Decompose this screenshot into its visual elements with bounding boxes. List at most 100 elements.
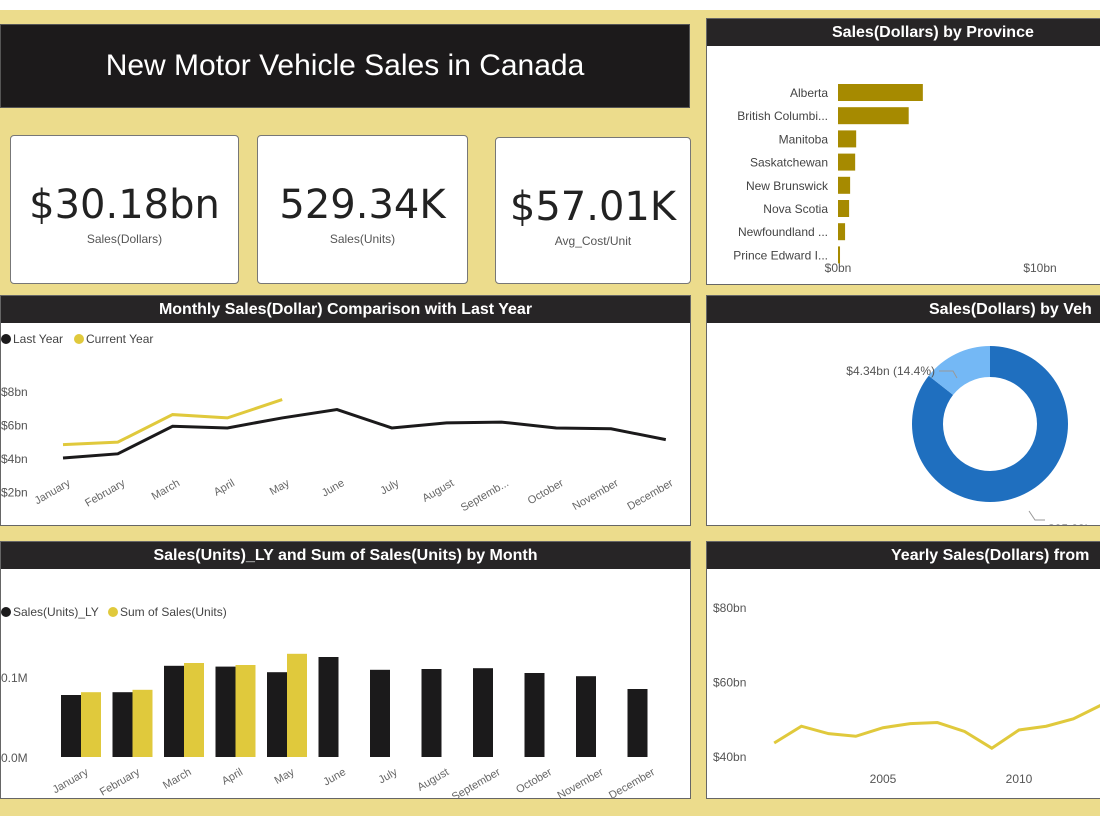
y-tick-label: $4bn <box>1 452 28 466</box>
legend-label: Current Year <box>86 332 153 346</box>
current-year-bar <box>235 665 256 757</box>
last-year-bar <box>627 689 648 757</box>
x-tick-label: $0bn <box>825 261 852 275</box>
province-bar <box>838 130 857 148</box>
province-bar-chart: Alberta British Columbi... Manitoba Saskatc… <box>733 84 1057 275</box>
last-year-bar <box>421 669 442 757</box>
x-tick-label: May <box>273 766 297 787</box>
last-year-bar <box>318 657 339 757</box>
legend-marker <box>108 607 118 617</box>
x-tick-label: February <box>98 766 143 799</box>
x-tick-label: June <box>320 477 347 499</box>
y-tick-label: $40bn <box>713 750 746 764</box>
province-chart-panel[interactable]: Sales(Dollars) by Province Alberta Britis… <box>706 18 1100 285</box>
legend-marker <box>1 334 11 344</box>
x-tick-label: December <box>625 477 675 513</box>
last-year-bar <box>164 665 184 757</box>
category-label: Prince Edward I... <box>733 248 828 262</box>
x-tick-label: 2005 <box>870 772 897 786</box>
kpi-label: Sales(Dollars) <box>86 232 163 246</box>
x-tick-label: 2010 <box>1006 772 1033 786</box>
kpi-card-sales-dollars[interactable]: $30.18bn Sales(Dollars) <box>10 135 239 284</box>
category-label: Nova Scotia <box>763 202 828 216</box>
kpi-label: Sales(Units) <box>329 232 396 246</box>
x-tick-label: March <box>161 766 193 792</box>
x-tick-label: June <box>321 766 348 788</box>
kpi-card-avg-cost[interactable]: $57.01K Avg_Cost/Unit <box>495 137 691 284</box>
monthly-chart-panel[interactable]: Monthly Sales(Dollar) Comparison with La… <box>0 295 691 526</box>
last-year-bar <box>61 695 81 757</box>
y-tick-label: 0.0M <box>1 751 28 765</box>
category-label: Manitoba <box>779 132 829 146</box>
x-tick-label: July <box>378 477 401 497</box>
x-tick-label: September <box>450 766 503 799</box>
province-bar <box>838 223 846 241</box>
panel-title: Sales(Dollars) by Province <box>707 19 1100 46</box>
panel-title: Monthly Sales(Dollar) Comparison with La… <box>1 296 690 323</box>
x-tick-label: April <box>212 477 237 498</box>
category-label: British Columbi... <box>737 109 828 123</box>
last-year-bar <box>112 692 133 757</box>
y-tick-label: $60bn <box>713 676 746 690</box>
legend-marker <box>74 334 84 344</box>
last-year-bar <box>524 673 545 757</box>
x-tick-label: October <box>514 766 554 796</box>
x-tick-label: February <box>83 477 128 510</box>
x-tick-label: January <box>51 766 91 796</box>
current-year-bar <box>287 653 307 757</box>
series-line-current-year <box>62 398 283 447</box>
province-bar <box>838 153 856 171</box>
x-tick-label: July <box>377 766 400 786</box>
y-tick-label: $8bn <box>1 385 28 399</box>
x-tick-label: March <box>150 477 182 503</box>
y-tick-label: $2bn <box>1 485 28 499</box>
x-tick-label: November <box>571 477 621 513</box>
leader-line <box>1028 510 1045 521</box>
last-year-bar <box>370 669 390 757</box>
current-year-bar <box>132 689 153 757</box>
units-chart-panel[interactable]: Sales(Units)_LY and Sum of Sales(Units) … <box>0 541 691 799</box>
last-year-bar <box>215 666 236 757</box>
leader-line <box>939 370 958 379</box>
x-tick-label: $10bn <box>1023 261 1056 275</box>
province-bar <box>838 176 851 194</box>
donut-slice <box>928 346 990 395</box>
province-bar <box>838 84 923 101</box>
series-line-last-year <box>62 408 667 460</box>
last-year-bar <box>473 668 493 757</box>
x-tick-label: April <box>220 766 245 787</box>
category-label: Alberta <box>790 86 828 100</box>
x-tick-label: August <box>415 766 451 794</box>
yearly-sales-line <box>773 704 1100 750</box>
x-tick-label: November <box>556 766 606 799</box>
page-title: New Motor Vehicle Sales in Canada <box>0 24 690 108</box>
vehicle-chart-panel[interactable]: Sales(Dollars) by Veh $4.34bn (14.4%) $25… <box>706 295 1100 526</box>
panel-title: Yearly Sales(Dollars) from <box>707 542 1100 569</box>
category-label: Saskatchewan <box>750 156 828 170</box>
x-tick-label: October <box>526 477 566 507</box>
monthly-line-chart: Last Year Current Year $8bn $6bn $4bn $2bn Jan… <box>1 332 676 514</box>
vehicle-donut-chart: $4.34bn (14.4%) $25.83bn <box>846 346 1098 526</box>
legend-marker <box>1 607 11 617</box>
panel-title: Sales(Units)_LY and Sum of Sales(Units) … <box>1 542 690 569</box>
province-bar <box>838 200 850 217</box>
category-label: New Brunswick <box>746 179 829 193</box>
yearly-chart-panel[interactable]: Yearly Sales(Dollars) from $80bn $60bn $40… <box>706 541 1100 799</box>
donut-slice <box>912 346 1068 502</box>
category-label: Newfoundland ... <box>738 225 828 239</box>
y-tick-label: 0.1M <box>1 671 28 685</box>
x-tick-label: Septemb... <box>459 477 511 514</box>
legend-label: Sales(Units)_LY <box>13 605 99 619</box>
yearly-line-chart: $80bn $60bn $40bn 2005 2010 <box>713 601 1100 786</box>
data-label: $25.83bn <box>1048 522 1098 526</box>
legend-label: Last Year <box>13 332 63 346</box>
x-tick-label: August <box>420 477 456 505</box>
x-tick-label: December <box>607 766 657 799</box>
province-bar <box>838 246 841 264</box>
kpi-card-sales-units[interactable]: 529.34K Sales(Units) <box>257 135 468 284</box>
last-year-bar <box>267 672 287 757</box>
data-label: $4.34bn (14.4%) <box>846 364 935 378</box>
y-tick-label: $6bn <box>1 419 28 433</box>
kpi-value: 529.34K <box>279 182 446 228</box>
legend-label: Sum of Sales(Units) <box>120 605 227 619</box>
